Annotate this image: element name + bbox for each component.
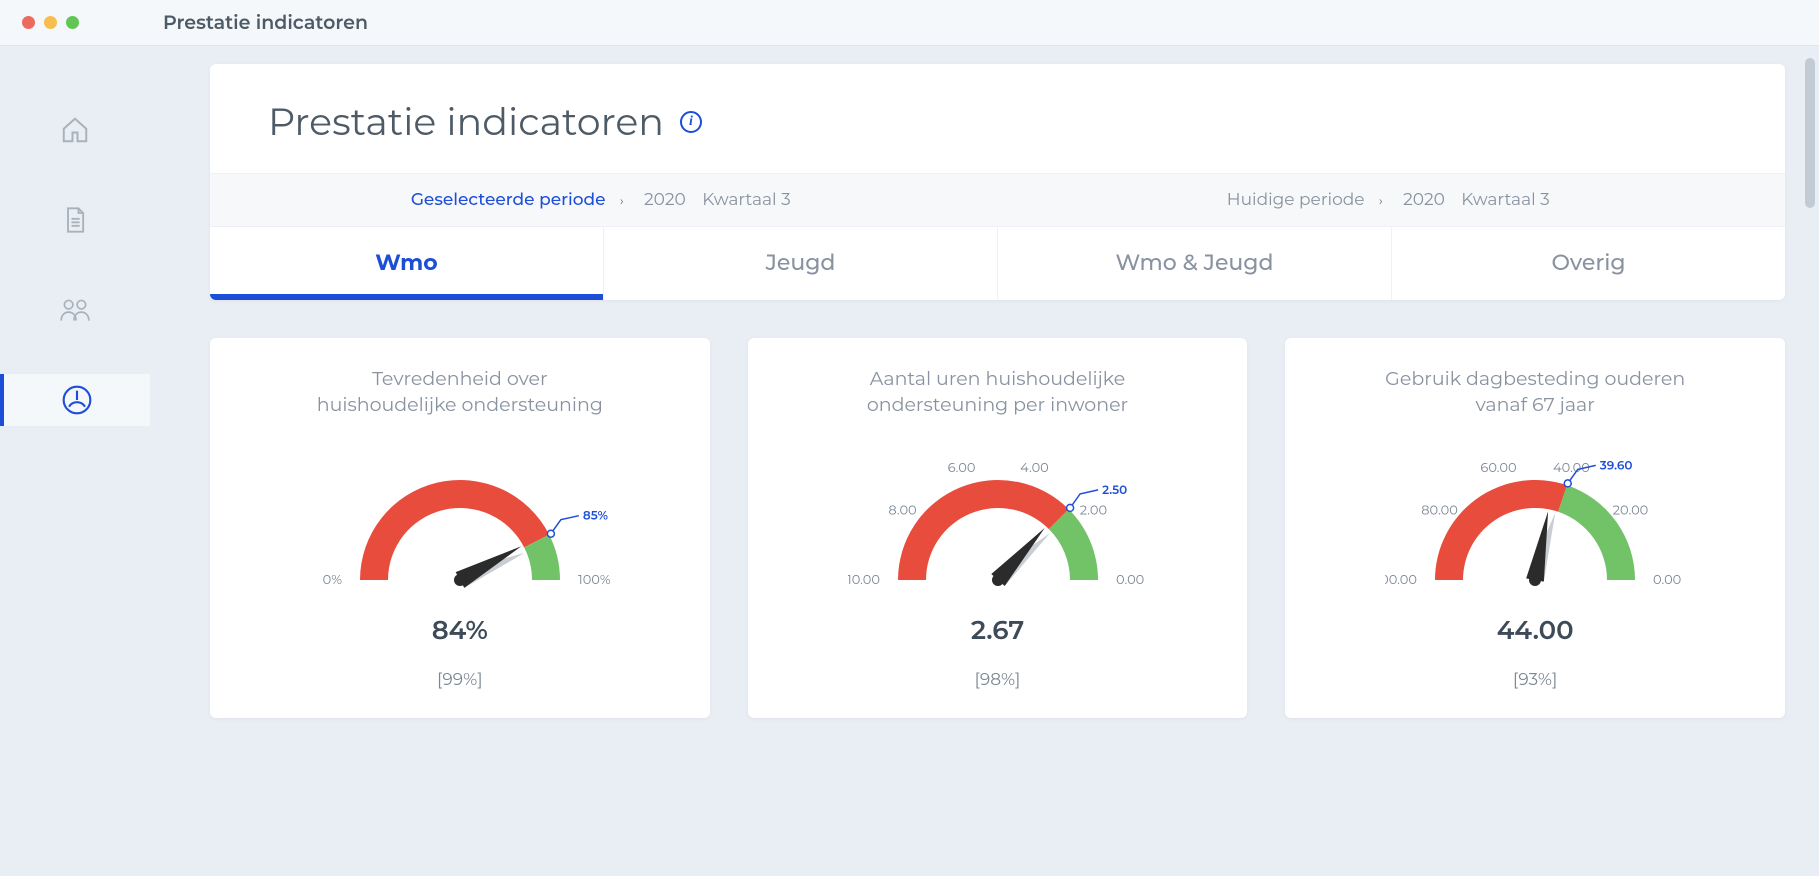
gauge-chart: 0% 100% 85% bbox=[310, 430, 610, 610]
gauge-card: Aantal uren huishoudelijke ondersteuning… bbox=[748, 338, 1248, 718]
current-period: Huidige periode › 2020 Kwartaal 3 bbox=[998, 174, 1786, 226]
home-icon bbox=[60, 115, 90, 145]
sidebar bbox=[0, 46, 150, 876]
tab-wmo[interactable]: Wmo bbox=[210, 227, 604, 300]
sidebar-item-home[interactable] bbox=[0, 104, 150, 156]
current-period-year: 2020 bbox=[1403, 190, 1445, 210]
current-period-quarter: Kwartaal 3 bbox=[1461, 190, 1549, 210]
gauge-threshold-label: 39.60 bbox=[1600, 458, 1633, 473]
scrollbar-thumb[interactable] bbox=[1805, 58, 1815, 208]
window-titlebar: Prestatie indicatoren bbox=[0, 0, 1819, 46]
gauge-threshold-label: 2.50 bbox=[1102, 483, 1127, 498]
gauge-tick-label: 80.00 bbox=[1421, 503, 1458, 519]
window-controls bbox=[22, 16, 79, 29]
chevron-right-icon: › bbox=[620, 194, 624, 209]
gauge-bracket-value: [93%] bbox=[1513, 670, 1558, 690]
selected-period[interactable]: Geselecteerde periode › 2020 Kwartaal 3 bbox=[210, 174, 998, 226]
selected-period-quarter: Kwartaal 3 bbox=[702, 190, 790, 210]
gauge-tick-label: 6.00 bbox=[947, 460, 975, 476]
gauge-tick-label: 20.00 bbox=[1613, 503, 1649, 519]
gauge-bracket-value: [99%] bbox=[437, 670, 483, 690]
gauge-tick-label: 10.00 bbox=[848, 572, 880, 588]
gauge-card: Gebruik dagbesteding ouderen vanaf 67 ja… bbox=[1285, 338, 1785, 718]
tabs: WmoJeugdWmo & JeugdOverig bbox=[210, 227, 1785, 300]
selected-period-label: Geselecteerde periode bbox=[411, 190, 606, 210]
page-title: Prestatie indicatoren bbox=[268, 98, 664, 145]
gauge-tick-label: 2.00 bbox=[1079, 503, 1106, 519]
gauge-card-title: Tevredenheid over huishoudelijke onderst… bbox=[300, 366, 620, 420]
window-minimize-button[interactable] bbox=[44, 16, 57, 29]
current-period-label: Huidige periode bbox=[1227, 190, 1365, 210]
gauge-tick-label: 0% bbox=[322, 572, 342, 588]
gauge-card-title: Gebruik dagbesteding ouderen vanaf 67 ja… bbox=[1375, 366, 1695, 420]
gauge-tick-label: 0.00 bbox=[1653, 572, 1681, 588]
gauge-tick-label: 8.00 bbox=[888, 503, 916, 519]
selected-period-year: 2020 bbox=[644, 190, 686, 210]
gauge-value: 84% bbox=[432, 614, 488, 646]
window-title: Prestatie indicatoren bbox=[163, 11, 368, 34]
gauge-bracket-value: [98%] bbox=[975, 670, 1021, 690]
window-zoom-button[interactable] bbox=[66, 16, 79, 29]
people-icon bbox=[58, 296, 92, 324]
gauge-tick-label: 100% bbox=[578, 572, 610, 588]
gauge-chart: 100.0080.0060.0040.0020.000.0039.60 bbox=[1385, 430, 1685, 610]
sidebar-item-people[interactable] bbox=[0, 284, 150, 336]
header-panel: Prestatie indicatoren i Geselecteerde pe… bbox=[210, 64, 1785, 300]
panel-header: Prestatie indicatoren i bbox=[210, 64, 1785, 173]
chevron-right-icon: › bbox=[1379, 194, 1383, 209]
info-icon[interactable]: i bbox=[680, 111, 702, 133]
gauge-value: 2.67 bbox=[971, 614, 1024, 646]
gauge-card-row: Tevredenheid over huishoudelijke onderst… bbox=[210, 338, 1785, 718]
sidebar-item-gauge[interactable] bbox=[0, 374, 150, 426]
gauge-chart: 10.00 8.00 6.00 4.00 2.00 0.00 2.50 bbox=[848, 430, 1148, 610]
window-close-button[interactable] bbox=[22, 16, 35, 29]
main-content: Prestatie indicatoren i Geselecteerde pe… bbox=[150, 46, 1819, 876]
sidebar-item-reports[interactable] bbox=[0, 194, 150, 246]
gauge-tick-label: 100.00 bbox=[1385, 572, 1417, 588]
gauge-threshold-label: 85% bbox=[583, 509, 608, 524]
gauge-icon bbox=[61, 384, 93, 416]
tab-jeugd[interactable]: Jeugd bbox=[604, 227, 998, 300]
gauge-tick-label: 0.00 bbox=[1116, 572, 1144, 588]
gauge-tick-label: 4.00 bbox=[1020, 460, 1049, 476]
document-icon bbox=[61, 205, 89, 235]
tab-overig[interactable]: Overig bbox=[1392, 227, 1785, 300]
period-bar: Geselecteerde periode › 2020 Kwartaal 3 … bbox=[210, 173, 1785, 227]
tab-wmo-jeugd[interactable]: Wmo & Jeugd bbox=[998, 227, 1392, 300]
gauge-card: Tevredenheid over huishoudelijke onderst… bbox=[210, 338, 710, 718]
gauge-value: 44.00 bbox=[1497, 614, 1574, 646]
gauge-tick-label: 60.00 bbox=[1481, 460, 1517, 476]
gauge-card-title: Aantal uren huishoudelijke ondersteuning… bbox=[838, 366, 1158, 420]
